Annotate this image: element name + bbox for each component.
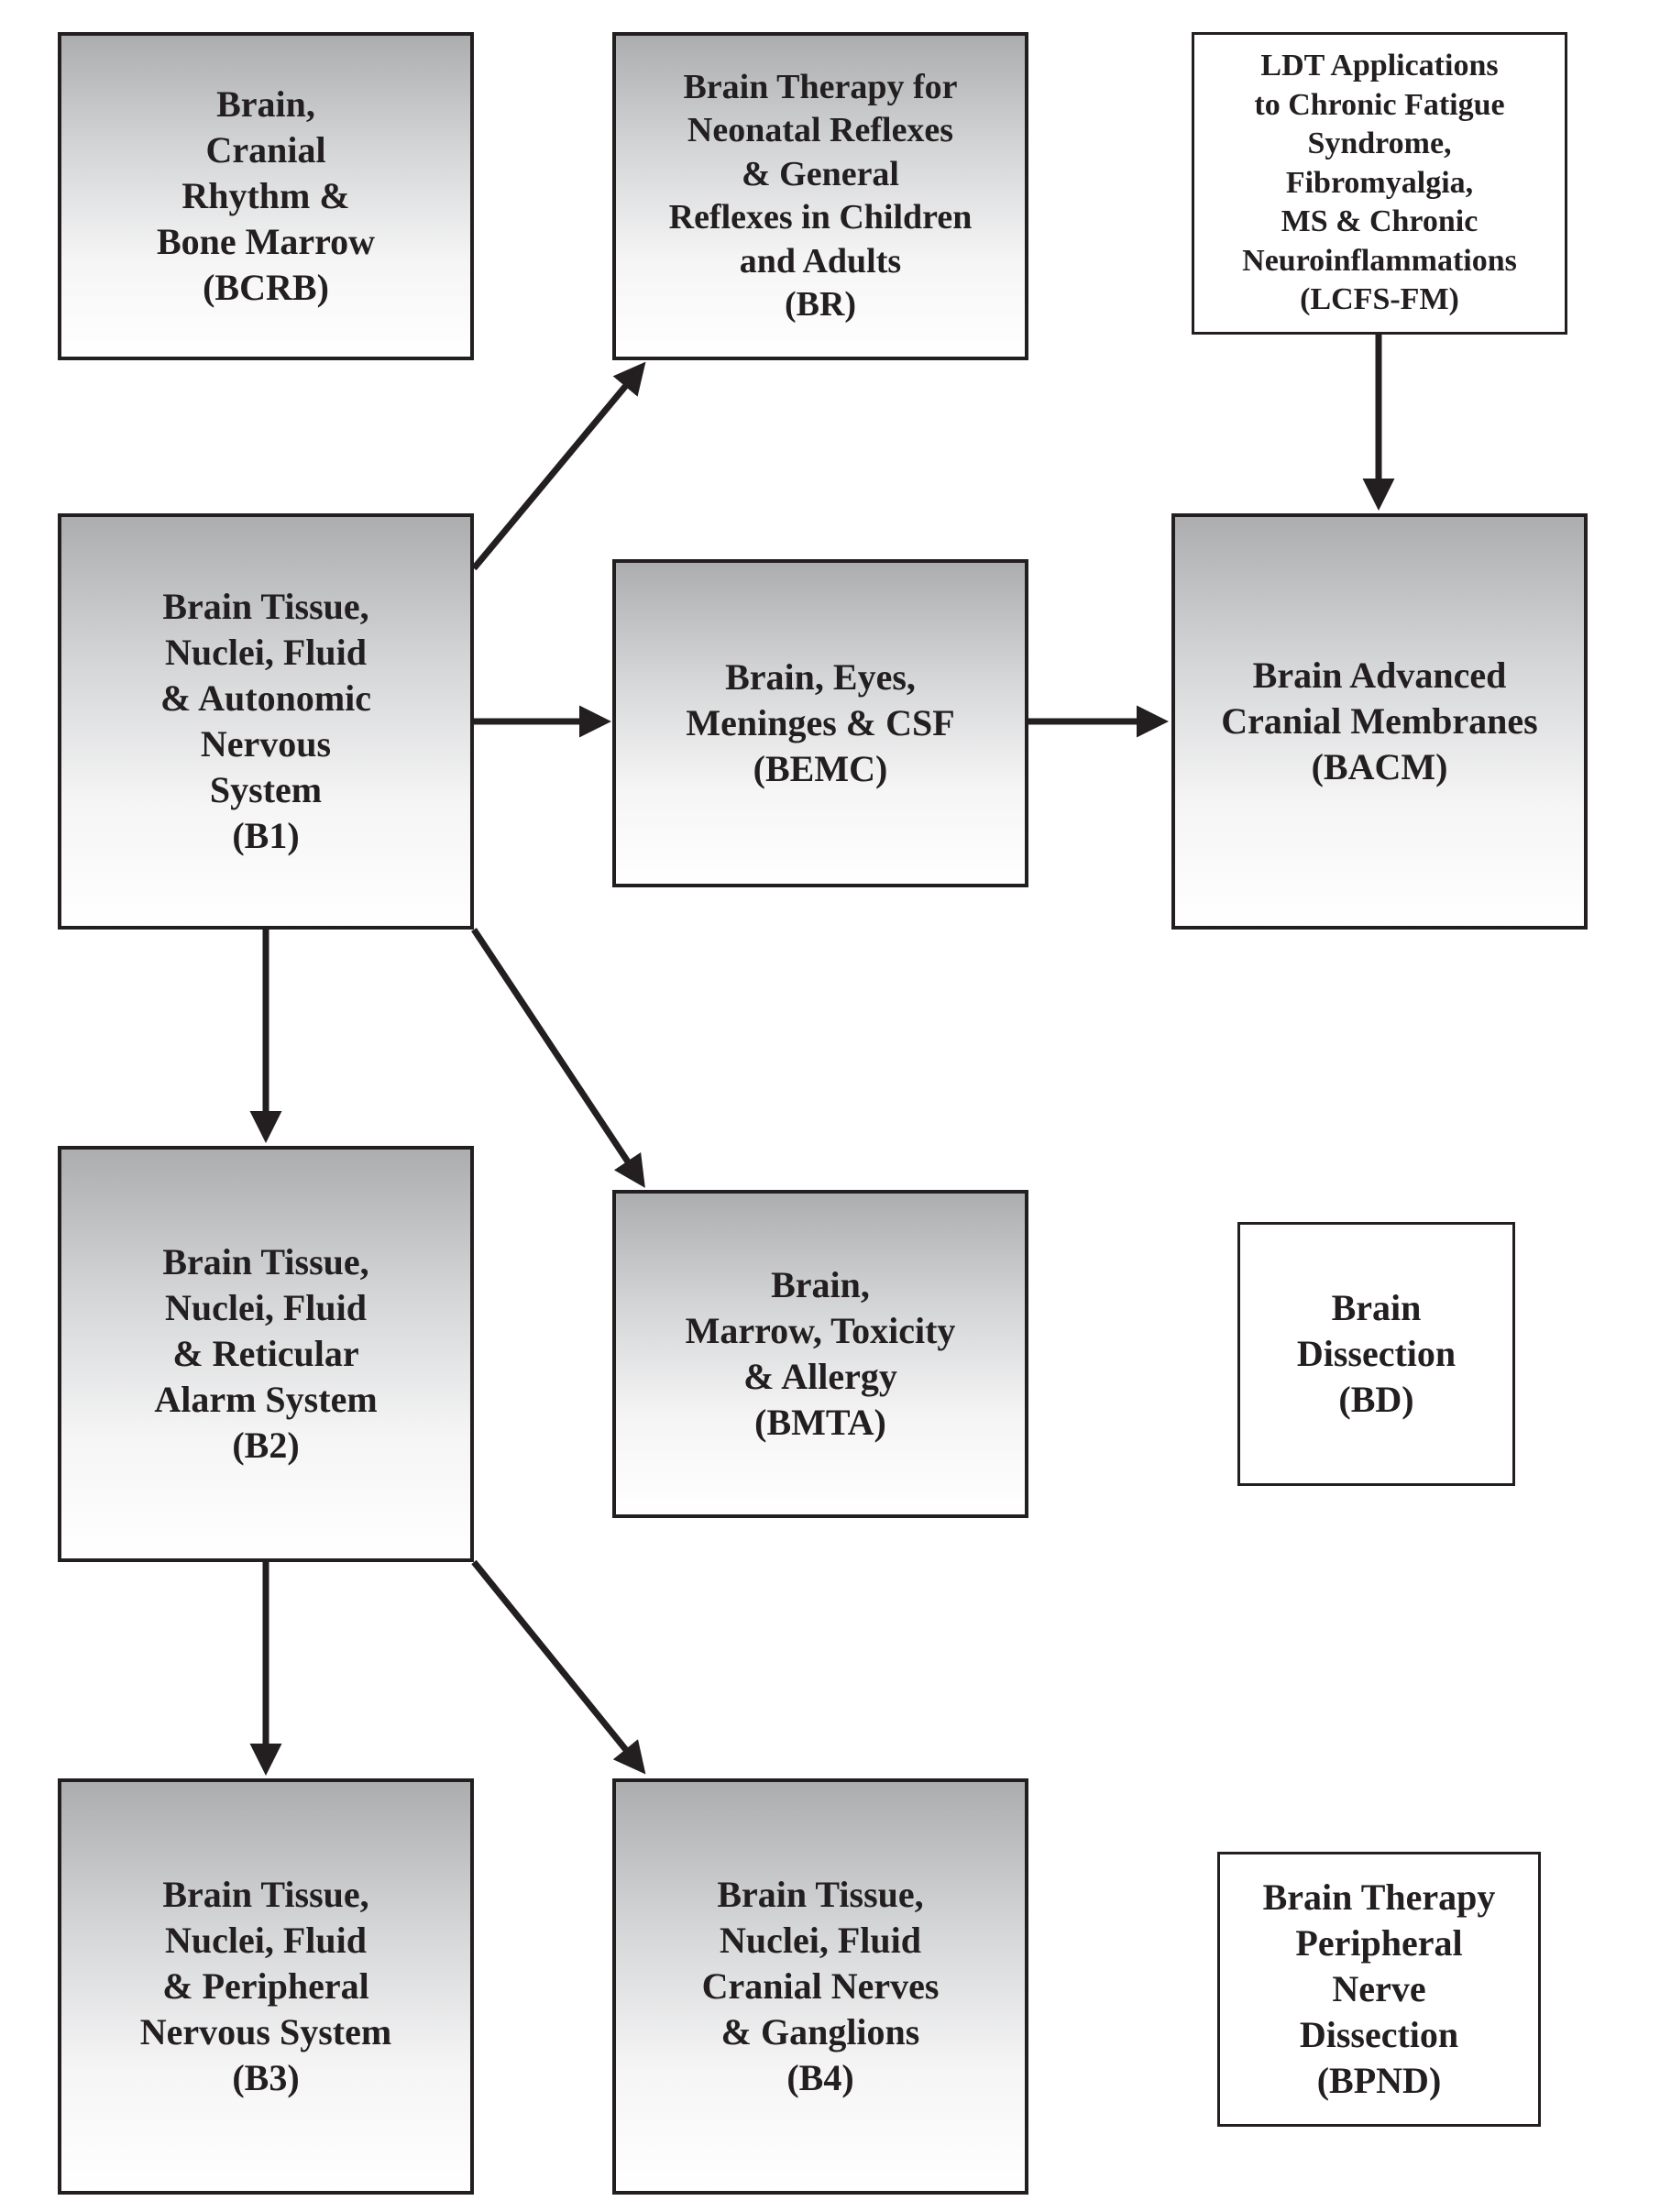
edge-b1-bmta [474,930,642,1183]
node-b1: Brain Tissue,Nuclei, Fluid& AutonomicNer… [58,513,474,930]
node-b2: Brain Tissue,Nuclei, Fluid& ReticularAla… [58,1146,474,1562]
node-bcrb: Brain,CranialRhythm &Bone Marrow(BCRB) [58,32,474,360]
node-bacm: Brain AdvancedCranial Membranes(BACM) [1171,513,1588,930]
edge-b1-br [474,367,642,568]
node-bd: BrainDissection(BD) [1237,1222,1515,1486]
node-b3: Brain Tissue,Nuclei, Fluid& PeripheralNe… [58,1778,474,2195]
node-bemc: Brain, Eyes,Meninges & CSF(BEMC) [612,559,1028,887]
node-bpnd: Brain TherapyPeripheralNerveDissection(B… [1217,1852,1541,2127]
flowchart-canvas: Brain,CranialRhythm &Bone Marrow(BCRB) Br… [0,0,1660,2212]
edge-b2-b4 [474,1562,642,1769]
node-lcfs: LDT Applicationsto Chronic FatigueSyndro… [1192,32,1567,335]
node-bmta: Brain,Marrow, Toxicity& Allergy(BMTA) [612,1190,1028,1518]
node-br: Brain Therapy forNeonatal Reflexes& Gene… [612,32,1028,360]
node-b4: Brain Tissue,Nuclei, FluidCranial Nerves… [612,1778,1028,2195]
